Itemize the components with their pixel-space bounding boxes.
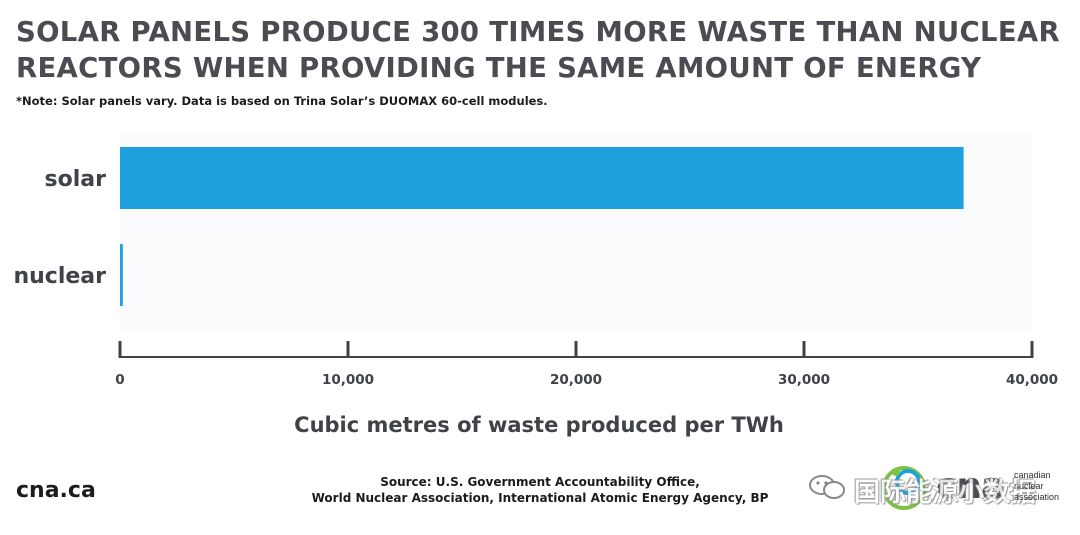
x-tick-label: 40,000	[1006, 372, 1058, 388]
x-axis-title: Cubic metres of waste produced per TWh	[294, 413, 784, 437]
data-note: *Note: Solar panels vary. Data is based …	[16, 94, 548, 108]
chart-title: SOLAR PANELS PRODUCE 300 TIMES MORE WAST…	[16, 14, 1060, 86]
category-label-solar: solar	[45, 167, 107, 192]
wechat-icon	[809, 475, 845, 499]
logo-word: cna	[936, 466, 1005, 507]
brand-url: cna.ca	[16, 478, 96, 503]
logo-assoc-line-3: association	[1014, 492, 1060, 502]
cna-swirl-icon	[882, 466, 926, 510]
bar-nuclear	[120, 244, 123, 306]
x-tick-label: 0	[115, 372, 124, 388]
title-line-2: REACTORS WHEN PROVIDING THE SAME AMOUNT …	[16, 52, 982, 84]
bar-solar	[120, 147, 964, 209]
logo-assoc-line-1: canadian	[1014, 470, 1051, 480]
x-tick-label: 20,000	[550, 372, 602, 388]
watermark-text: 国际能源小数据	[854, 478, 1037, 508]
cna-logo: cna 国际能源小数据 canadian nuclear association	[808, 462, 1070, 512]
source-note: Source: U.S. Government Accountability O…	[300, 474, 780, 506]
category-labels: solar nuclear	[13, 167, 106, 289]
source-line-2: World Nuclear Association, International…	[311, 491, 769, 505]
title-line-1: SOLAR PANELS PRODUCE 300 TIMES MORE WAST…	[16, 16, 1060, 48]
source-line-1: Source: U.S. Government Accountability O…	[380, 475, 700, 489]
bars-group	[120, 147, 964, 306]
logo-association-text: canadian nuclear association	[1014, 470, 1074, 503]
logo-assoc-line-2: nuclear	[1014, 481, 1044, 491]
category-label-nuclear: nuclear	[13, 264, 106, 289]
x-tick-label: 30,000	[778, 372, 830, 388]
x-axis: 0 10,000 20,000 30,000 40,000	[115, 341, 1058, 388]
x-tick-label: 10,000	[322, 372, 374, 388]
